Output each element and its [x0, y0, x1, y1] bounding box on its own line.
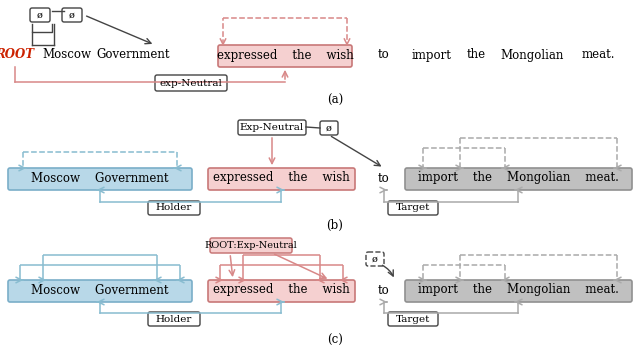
Text: ø: ø: [326, 123, 332, 132]
Text: import    the    Mongolian    meat.: import the Mongolian meat.: [417, 171, 618, 184]
FancyBboxPatch shape: [148, 312, 200, 326]
Text: meat.: meat.: [581, 49, 615, 62]
FancyBboxPatch shape: [148, 201, 200, 215]
Text: Moscow    Government: Moscow Government: [31, 284, 169, 297]
FancyBboxPatch shape: [405, 280, 632, 302]
Text: Moscow    Government: Moscow Government: [31, 171, 169, 184]
Text: ROOT:Exp-Neutral: ROOT:Exp-Neutral: [205, 241, 298, 250]
Text: (a): (a): [327, 94, 343, 107]
FancyBboxPatch shape: [388, 201, 438, 215]
Text: exp-Neutral: exp-Neutral: [159, 78, 223, 87]
Text: the: the: [467, 49, 486, 62]
Text: expressed    the    wish: expressed the wish: [212, 171, 349, 184]
FancyBboxPatch shape: [388, 312, 438, 326]
Text: ROOT: ROOT: [0, 49, 35, 62]
Text: import    the    Mongolian    meat.: import the Mongolian meat.: [417, 284, 618, 297]
Text: Moscow: Moscow: [42, 49, 92, 62]
Text: to: to: [378, 284, 390, 297]
FancyBboxPatch shape: [208, 280, 355, 302]
Text: Holder: Holder: [156, 203, 192, 212]
Text: Government: Government: [96, 49, 170, 62]
Text: (b): (b): [326, 219, 344, 231]
FancyBboxPatch shape: [62, 8, 82, 22]
Text: Exp-Neutral: Exp-Neutral: [240, 123, 304, 132]
Text: ø: ø: [69, 10, 75, 19]
Text: expressed    the    wish: expressed the wish: [216, 49, 353, 62]
FancyBboxPatch shape: [210, 238, 292, 253]
Text: Target: Target: [396, 203, 430, 212]
Text: to: to: [378, 49, 390, 62]
FancyBboxPatch shape: [405, 168, 632, 190]
FancyBboxPatch shape: [218, 45, 352, 67]
Text: to: to: [378, 171, 390, 184]
FancyBboxPatch shape: [320, 121, 338, 135]
FancyBboxPatch shape: [238, 120, 306, 135]
FancyBboxPatch shape: [366, 252, 384, 266]
FancyBboxPatch shape: [8, 168, 192, 190]
FancyBboxPatch shape: [30, 8, 50, 22]
Text: expressed    the    wish: expressed the wish: [212, 284, 349, 297]
Text: import: import: [412, 49, 452, 62]
Text: ø: ø: [372, 255, 378, 264]
Text: Target: Target: [396, 315, 430, 324]
Text: Holder: Holder: [156, 315, 192, 324]
Text: Mongolian: Mongolian: [500, 49, 564, 62]
FancyBboxPatch shape: [8, 280, 192, 302]
Text: ø: ø: [37, 10, 43, 19]
FancyBboxPatch shape: [155, 75, 227, 91]
Text: (c): (c): [327, 333, 343, 346]
FancyBboxPatch shape: [208, 168, 355, 190]
